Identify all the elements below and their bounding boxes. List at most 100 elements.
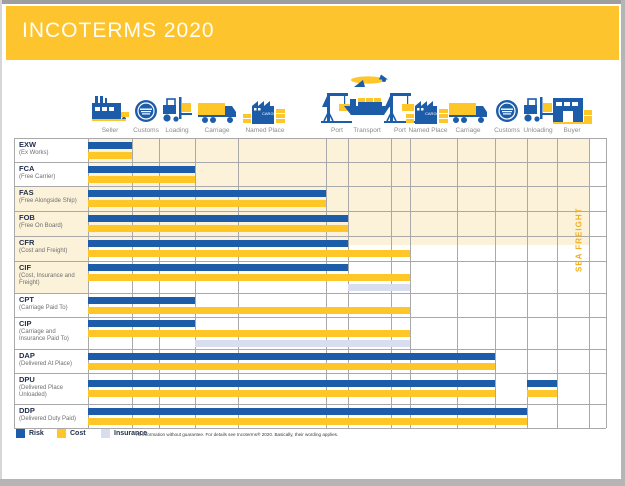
incoterm-name: (Carriage Paid To) bbox=[19, 305, 68, 311]
crane-icon bbox=[311, 72, 363, 124]
gridline-horizontal bbox=[14, 138, 606, 139]
risk-bar bbox=[527, 380, 557, 387]
cost-bar bbox=[88, 225, 348, 232]
gridline-vertical bbox=[606, 138, 607, 428]
stage-label: Carriage bbox=[204, 127, 230, 134]
row-label-cip: CIP (Carriage and Insurance Paid To) bbox=[14, 317, 88, 349]
incoterm-name: (Delivered At Place) bbox=[19, 361, 73, 367]
gridline-horizontal bbox=[14, 236, 606, 237]
risk-bar bbox=[88, 190, 326, 197]
risk-bar bbox=[88, 166, 195, 173]
risk-bar bbox=[88, 380, 495, 387]
incoterm-code: DDP bbox=[19, 406, 35, 415]
stage-label: Buyer bbox=[563, 127, 581, 134]
gridline-vertical bbox=[195, 138, 196, 428]
page-title: INCOTERMS 2020 bbox=[22, 19, 215, 42]
risk-bar bbox=[88, 408, 527, 415]
customs-icon bbox=[120, 72, 172, 124]
gridline-vertical bbox=[238, 138, 239, 428]
gridline-vertical bbox=[457, 138, 458, 428]
window-border-bottom bbox=[0, 479, 625, 486]
incoterm-code: FAS bbox=[19, 188, 34, 197]
gridline-horizontal bbox=[14, 162, 606, 163]
crane-icon bbox=[374, 72, 426, 124]
incoterm-name: (Cost and Freight) bbox=[19, 248, 68, 254]
gridline-horizontal bbox=[14, 293, 606, 294]
gridline-horizontal bbox=[14, 373, 606, 374]
incoterm-name: (Ex Works) bbox=[19, 150, 49, 156]
cost-bar bbox=[88, 390, 495, 397]
incoterm-name: (Carriage and Insurance Paid To) bbox=[19, 329, 69, 342]
row-label-fas: FAS (Free Alongside Ship) bbox=[14, 186, 88, 211]
row-label-cfr: CFR (Cost and Freight) bbox=[14, 236, 88, 261]
gridline-vertical bbox=[132, 138, 133, 428]
gridline-vertical bbox=[326, 138, 327, 428]
incoterm-code: DAP bbox=[19, 351, 35, 360]
row-label-dap: DAP (Delivered At Place) bbox=[14, 349, 88, 373]
cost-bar bbox=[88, 418, 527, 425]
gridline-vertical bbox=[527, 138, 528, 428]
legend-item-risk: Risk bbox=[16, 429, 44, 438]
cost-bar bbox=[88, 330, 410, 337]
ship-icon bbox=[341, 72, 393, 124]
incoterm-name: (Delivered Duty Paid) bbox=[19, 416, 77, 422]
gridline-vertical bbox=[557, 138, 558, 428]
legend-item-cost: Cost bbox=[57, 429, 86, 438]
stage-label: Port bbox=[331, 127, 343, 134]
row-label-cif: CIF (Cost, Insurance and Freight) bbox=[14, 261, 88, 293]
legend-item-insurance: Insurance bbox=[101, 429, 147, 438]
stage-label: Loading bbox=[165, 127, 189, 134]
truck-icon bbox=[442, 72, 494, 124]
gridline-horizontal bbox=[14, 349, 606, 350]
svg-text:CARGO: CARGO bbox=[262, 111, 277, 116]
legend-label-insurance: Insurance bbox=[114, 430, 148, 437]
window-border-left bbox=[0, 0, 2, 486]
terminal-icon: CARGO bbox=[239, 72, 291, 124]
truck-icon bbox=[191, 72, 243, 124]
customs-icon bbox=[481, 72, 533, 124]
cost-bar bbox=[88, 363, 495, 370]
gridline-horizontal bbox=[14, 404, 606, 405]
forklift-icon bbox=[512, 72, 564, 124]
incoterm-name: (Cost, Insurance and Freight) bbox=[19, 273, 75, 286]
incoterm-code: DPU bbox=[19, 375, 35, 384]
incoterm-code: CFR bbox=[19, 238, 35, 247]
stage-label: Transport bbox=[353, 127, 381, 134]
gridline-vertical bbox=[159, 138, 160, 428]
gridline-vertical bbox=[589, 138, 590, 428]
insurance-swatch bbox=[101, 429, 110, 438]
risk-bar bbox=[88, 240, 348, 247]
incoterm-name: (Delivered Place Unloaded) bbox=[19, 385, 64, 398]
window-border-right bbox=[621, 0, 625, 486]
window-border-top bbox=[0, 0, 625, 4]
incoterm-code: EXW bbox=[19, 140, 37, 149]
row-label-exw: EXW (Ex Works) bbox=[14, 138, 88, 162]
gridline-vertical bbox=[495, 138, 496, 428]
incoterm-code: FCA bbox=[19, 164, 35, 173]
incoterm-name: (Free On Board) bbox=[19, 223, 63, 229]
cost-bar bbox=[88, 307, 410, 314]
gridline-vertical bbox=[348, 138, 349, 428]
row-label-ddp: DDP (Delivered Duty Paid) bbox=[14, 404, 88, 428]
stage-label: Seller bbox=[101, 127, 119, 134]
risk-bar bbox=[88, 320, 195, 327]
gridline-horizontal bbox=[14, 186, 606, 187]
legend-label-cost: Cost bbox=[70, 430, 86, 437]
row-label-cpt: CPT (Carriage Paid To) bbox=[14, 293, 88, 317]
row-label-fca: FCA (Free Carrier) bbox=[14, 162, 88, 186]
gridline-vertical bbox=[410, 138, 411, 428]
insurance-bar bbox=[195, 340, 410, 347]
incoterm-code: FOB bbox=[19, 213, 35, 222]
insurance-bar bbox=[348, 284, 410, 291]
incoterm-code: CIP bbox=[19, 319, 32, 328]
incoterm-name: (Free Carrier) bbox=[19, 174, 56, 180]
gridline-horizontal bbox=[14, 261, 606, 262]
gridline-vertical bbox=[391, 138, 392, 428]
stage-label: Carriage bbox=[455, 127, 481, 134]
stage-label: Customs bbox=[133, 127, 159, 134]
stage-icons-row: Seller Customs Loading Carriage CARGO Named P… bbox=[0, 0, 625, 140]
row-label-fob: FOB (Free On Board) bbox=[14, 211, 88, 236]
header-banner: INCOTERMS 2020 bbox=[6, 6, 619, 60]
stage-label: Named Place bbox=[245, 127, 285, 134]
stage-label: Unloading bbox=[523, 127, 553, 134]
